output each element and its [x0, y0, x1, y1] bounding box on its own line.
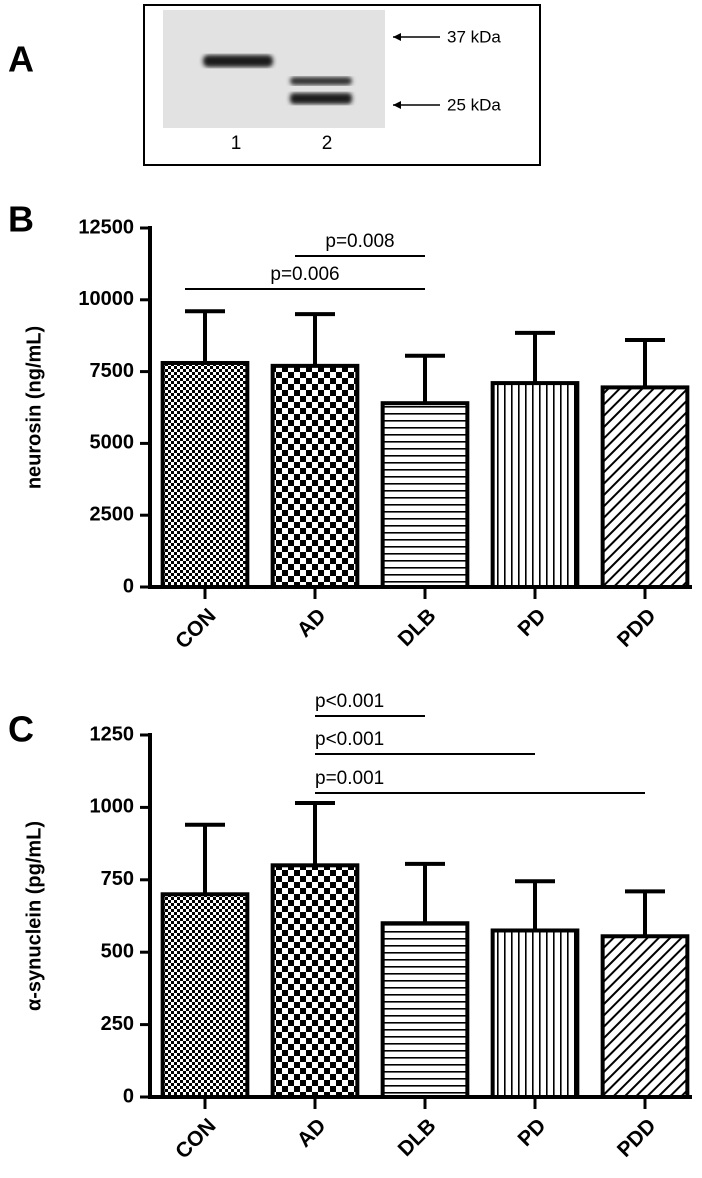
marker-label: 25 kDa [447, 95, 501, 114]
x-tick-label: PD [514, 1114, 551, 1151]
p-value: p<0.001 [315, 691, 384, 712]
y-tick-label: 250 [101, 1013, 134, 1035]
y-tick-label: 750 [101, 868, 134, 890]
blot-band [203, 55, 273, 67]
x-tick-label: DLB [394, 604, 441, 651]
x-tick-label: PDD [613, 604, 661, 652]
bar [270, 363, 360, 589]
bar [490, 928, 580, 1099]
arrow-head [393, 101, 401, 109]
panel-label: A [8, 39, 34, 80]
lane-label: 1 [231, 133, 242, 154]
p-value: p=0.008 [325, 231, 394, 252]
arrow-head [393, 33, 401, 41]
y-tick-label: 0 [123, 1085, 134, 1107]
y-tick-label: 0 [123, 575, 134, 597]
x-tick-label: AD [293, 1114, 331, 1152]
y-tick-label: 10000 [78, 288, 134, 310]
y-tick-label: 1250 [90, 723, 135, 745]
y-axis-label: α-synuclein (pg/mL) [23, 821, 45, 1011]
bar [600, 385, 690, 589]
panel-label: B [8, 199, 34, 240]
p-value: p=0.001 [315, 768, 384, 789]
blot-band [290, 93, 352, 104]
bar [380, 401, 470, 589]
bar [160, 892, 250, 1100]
bar [160, 360, 250, 590]
y-tick-label: 500 [101, 940, 134, 962]
x-tick-label: PDD [613, 1114, 661, 1162]
p-value: p=0.006 [270, 264, 339, 285]
x-tick-label: DLB [394, 1114, 441, 1161]
bar [600, 934, 690, 1099]
panel-label: C [8, 709, 34, 750]
x-tick-label: CON [171, 604, 220, 653]
marker-label: 37 kDa [447, 27, 501, 46]
bar [270, 863, 360, 1099]
bar [380, 921, 470, 1099]
x-tick-label: AD [293, 604, 331, 642]
y-tick-label: 12500 [78, 216, 134, 238]
y-tick-label: 7500 [90, 360, 135, 382]
blot-band [290, 77, 352, 85]
bar [490, 381, 580, 590]
y-axis-label: neurosin (ng/mL) [23, 326, 45, 489]
y-tick-label: 2500 [90, 503, 135, 525]
y-tick-label: 1000 [90, 796, 135, 818]
x-tick-label: PD [514, 604, 551, 641]
x-tick-label: CON [171, 1114, 220, 1163]
p-value: p<0.001 [315, 729, 384, 750]
y-tick-label: 5000 [90, 432, 135, 454]
lane-label: 2 [322, 133, 333, 154]
blot-image [163, 10, 385, 128]
